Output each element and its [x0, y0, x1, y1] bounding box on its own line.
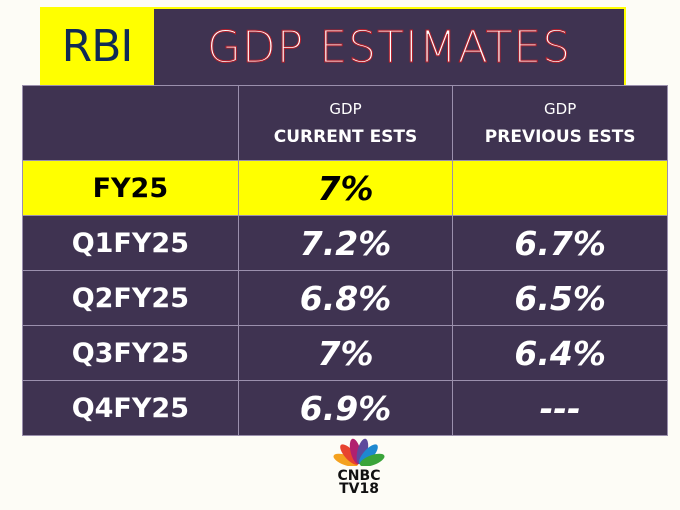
previous-value: 6.5% [452, 270, 668, 326]
table-row: Q3FY25 7% 6.4% [22, 325, 668, 381]
header-previous-bottom: PREVIOUS ESTS [484, 127, 636, 147]
current-value: 7.2% [237, 215, 454, 271]
row-label: Q2FY25 [22, 270, 239, 326]
logo-line2: TV18 [339, 481, 379, 497]
logo-line1: CNBC [337, 468, 381, 484]
previous-value: 6.4% [452, 325, 668, 381]
row-label: Q4FY25 [22, 380, 239, 436]
current-value: 7% [237, 160, 454, 216]
page-title: GDP ESTIMATES [154, 7, 626, 85]
table-row: FY25 7% [22, 160, 668, 216]
peacock-icon [333, 438, 385, 467]
header-previous: GDP PREVIOUS ESTS [452, 85, 668, 161]
table-row: Q2FY25 6.8% 6.5% [22, 270, 668, 326]
row-label: Q1FY25 [22, 215, 239, 271]
current-value: 6.9% [237, 380, 454, 436]
current-value: 7% [237, 325, 454, 381]
cnbc-tv18-logo: CNBC TV18 [328, 438, 390, 496]
header-current: GDP CURRENT ESTS [237, 85, 454, 161]
table-row: Q1FY25 7.2% 6.7% [22, 215, 668, 271]
rbi-badge: RBI [40, 7, 154, 85]
table-header-row: GDP CURRENT ESTS GDP PREVIOUS ESTS [22, 85, 668, 161]
header-current-bottom: CURRENT ESTS [273, 127, 418, 147]
previous-value: 6.7% [452, 215, 668, 271]
gdp-table: GDP CURRENT ESTS GDP PREVIOUS ESTS FY25 7%… [22, 85, 668, 436]
header-current-top: GDP [329, 100, 362, 118]
row-label: FY25 [22, 160, 239, 216]
row-label: Q3FY25 [22, 325, 239, 381]
table-row: Q4FY25 6.9% --- [22, 380, 668, 436]
header-previous-top: GDP [544, 100, 577, 118]
previous-value [452, 160, 668, 216]
header-empty [22, 85, 239, 161]
current-value: 6.8% [237, 270, 454, 326]
previous-value: --- [452, 380, 668, 436]
